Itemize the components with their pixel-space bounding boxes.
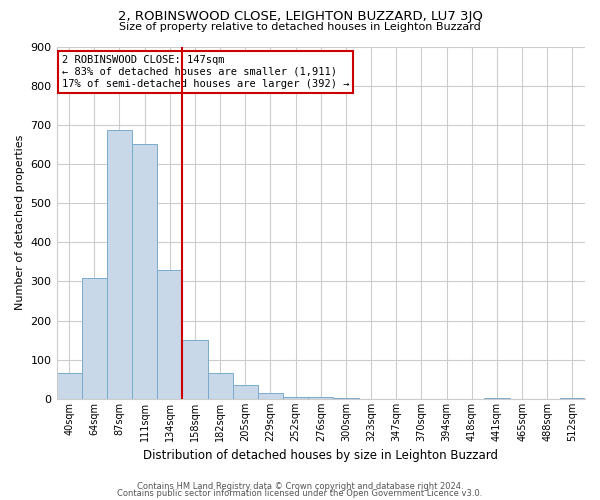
Bar [334,398,359,399]
Bar [182,340,208,399]
Text: Contains public sector information licensed under the Open Government Licence v3: Contains public sector information licen… [118,489,482,498]
Bar [82,278,107,399]
Bar [208,374,233,399]
Text: Size of property relative to detached houses in Leighton Buzzard: Size of property relative to detached ho… [119,22,481,32]
Bar [484,398,509,399]
Bar [560,398,585,399]
Bar [157,270,182,399]
X-axis label: Distribution of detached houses by size in Leighton Buzzard: Distribution of detached houses by size … [143,450,498,462]
Bar [132,144,157,399]
Bar [258,394,283,399]
Bar [107,130,132,399]
Bar [56,374,82,399]
Bar [283,397,308,399]
Text: 2, ROBINSWOOD CLOSE, LEIGHTON BUZZARD, LU7 3JQ: 2, ROBINSWOOD CLOSE, LEIGHTON BUZZARD, L… [118,10,482,23]
Bar [233,385,258,399]
Bar [308,397,334,399]
Text: Contains HM Land Registry data © Crown copyright and database right 2024.: Contains HM Land Registry data © Crown c… [137,482,463,491]
Text: 2 ROBINSWOOD CLOSE: 147sqm
← 83% of detached houses are smaller (1,911)
17% of s: 2 ROBINSWOOD CLOSE: 147sqm ← 83% of deta… [62,56,349,88]
Y-axis label: Number of detached properties: Number of detached properties [15,135,25,310]
